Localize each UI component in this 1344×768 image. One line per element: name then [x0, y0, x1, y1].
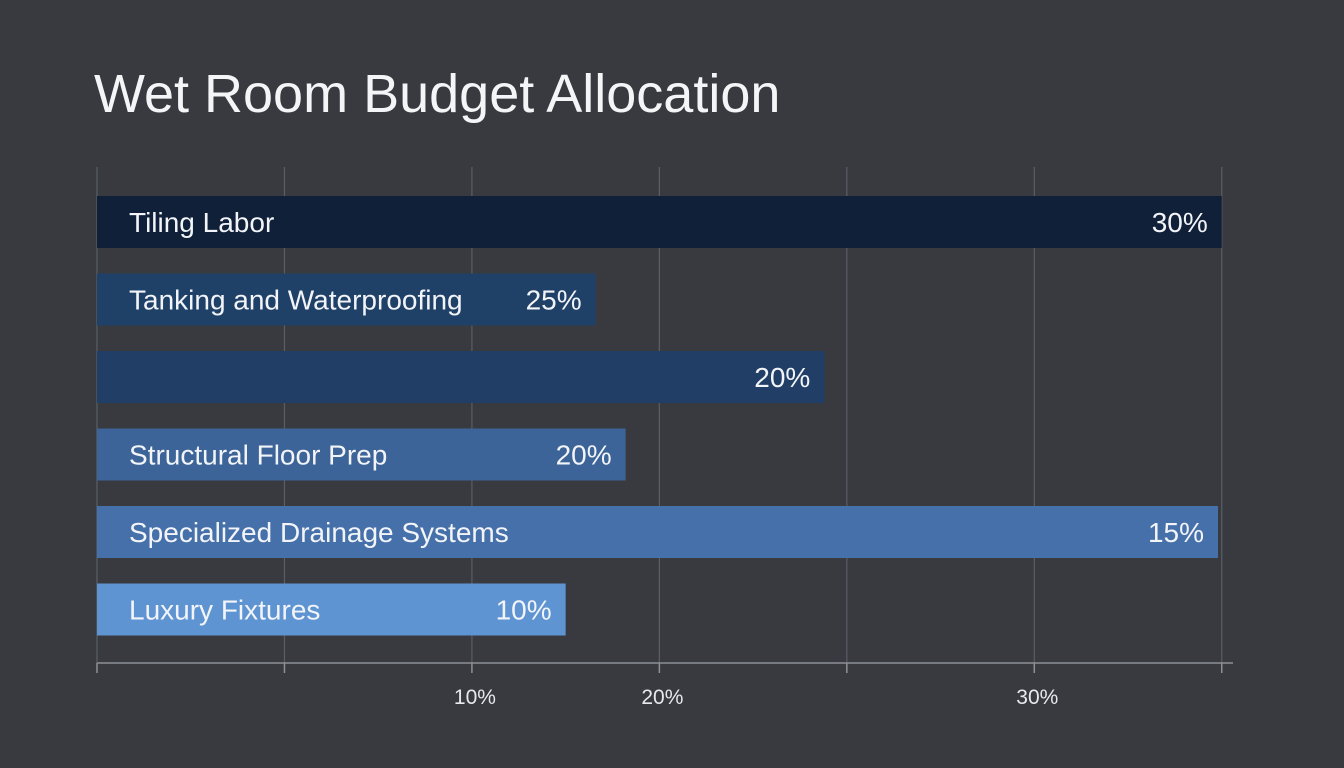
bar-value-0: 30%: [1152, 207, 1208, 238]
bars: Tiling Labor 30% Tanking and Waterproofing…: [97, 196, 1222, 636]
bar-4: [97, 506, 1219, 558]
bar-2: [97, 351, 825, 403]
bar-value-4: 15%: [1148, 517, 1204, 548]
bar-label-3: Structural Floor Prep: [129, 440, 387, 471]
bar-label-1: Tanking and Waterproofing: [129, 285, 463, 316]
grid-lines: [96, 167, 1223, 663]
bar-label-5: Luxury Fixtures: [129, 595, 320, 626]
bar-3: [97, 428, 626, 481]
bar-value-1: 25%: [526, 285, 582, 316]
x-tick-label-5: 30%: [1016, 686, 1058, 709]
bar-value-5: 10%: [496, 595, 552, 626]
bar-0: [97, 196, 1222, 248]
x-tick-label-3: 20%: [641, 686, 683, 709]
bar-value-2: 20%: [754, 362, 810, 393]
bar-value-3: 20%: [556, 440, 612, 471]
bar-label-4: Specialized Drainage Systems: [129, 517, 509, 548]
bar-label-0: Tiling Labor: [129, 207, 274, 238]
chart-title: Wet Room Budget Allocation: [94, 64, 781, 124]
x-tick-label-2: 10%: [454, 686, 496, 709]
bar-1: [97, 273, 596, 326]
x-axis: 10% 20% 30%: [96, 662, 1233, 709]
bar-5: [97, 583, 566, 636]
